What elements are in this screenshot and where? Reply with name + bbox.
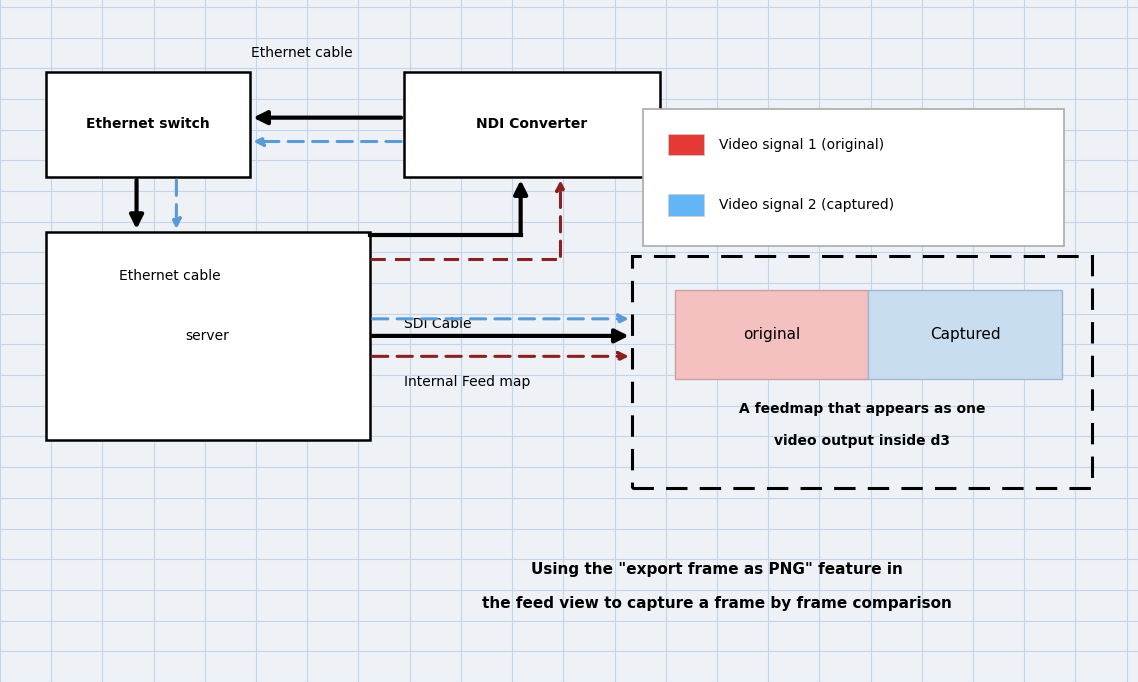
Text: Internal Feed map: Internal Feed map bbox=[404, 374, 530, 389]
Bar bbox=[868, 290, 1062, 379]
Text: Video signal 1 (original): Video signal 1 (original) bbox=[719, 138, 884, 151]
Text: server: server bbox=[185, 329, 230, 343]
Bar bbox=[632, 256, 1092, 488]
Bar bbox=[46, 72, 250, 177]
Text: original: original bbox=[743, 327, 800, 342]
Bar bbox=[675, 290, 868, 379]
Text: Captured: Captured bbox=[930, 327, 1000, 342]
Text: SDI Cable: SDI Cable bbox=[404, 316, 471, 331]
Text: Using the "export frame as PNG" feature in: Using the "export frame as PNG" feature … bbox=[531, 562, 902, 577]
Text: A feedmap that appears as one: A feedmap that appears as one bbox=[739, 402, 986, 416]
Text: the feed view to capture a frame by frame comparison: the feed view to capture a frame by fram… bbox=[483, 596, 951, 611]
Bar bbox=[668, 194, 704, 216]
Text: Ethernet switch: Ethernet switch bbox=[86, 117, 209, 132]
Text: Video signal 2 (captured): Video signal 2 (captured) bbox=[719, 198, 894, 211]
Bar bbox=[668, 134, 704, 155]
Bar bbox=[643, 109, 1064, 246]
Text: Ethernet cable: Ethernet cable bbox=[250, 46, 353, 60]
Bar bbox=[46, 232, 370, 440]
Text: Ethernet cable: Ethernet cable bbox=[119, 269, 221, 283]
Text: video output inside d3: video output inside d3 bbox=[774, 434, 950, 448]
Bar bbox=[404, 72, 660, 177]
Text: NDI Converter: NDI Converter bbox=[477, 117, 587, 132]
